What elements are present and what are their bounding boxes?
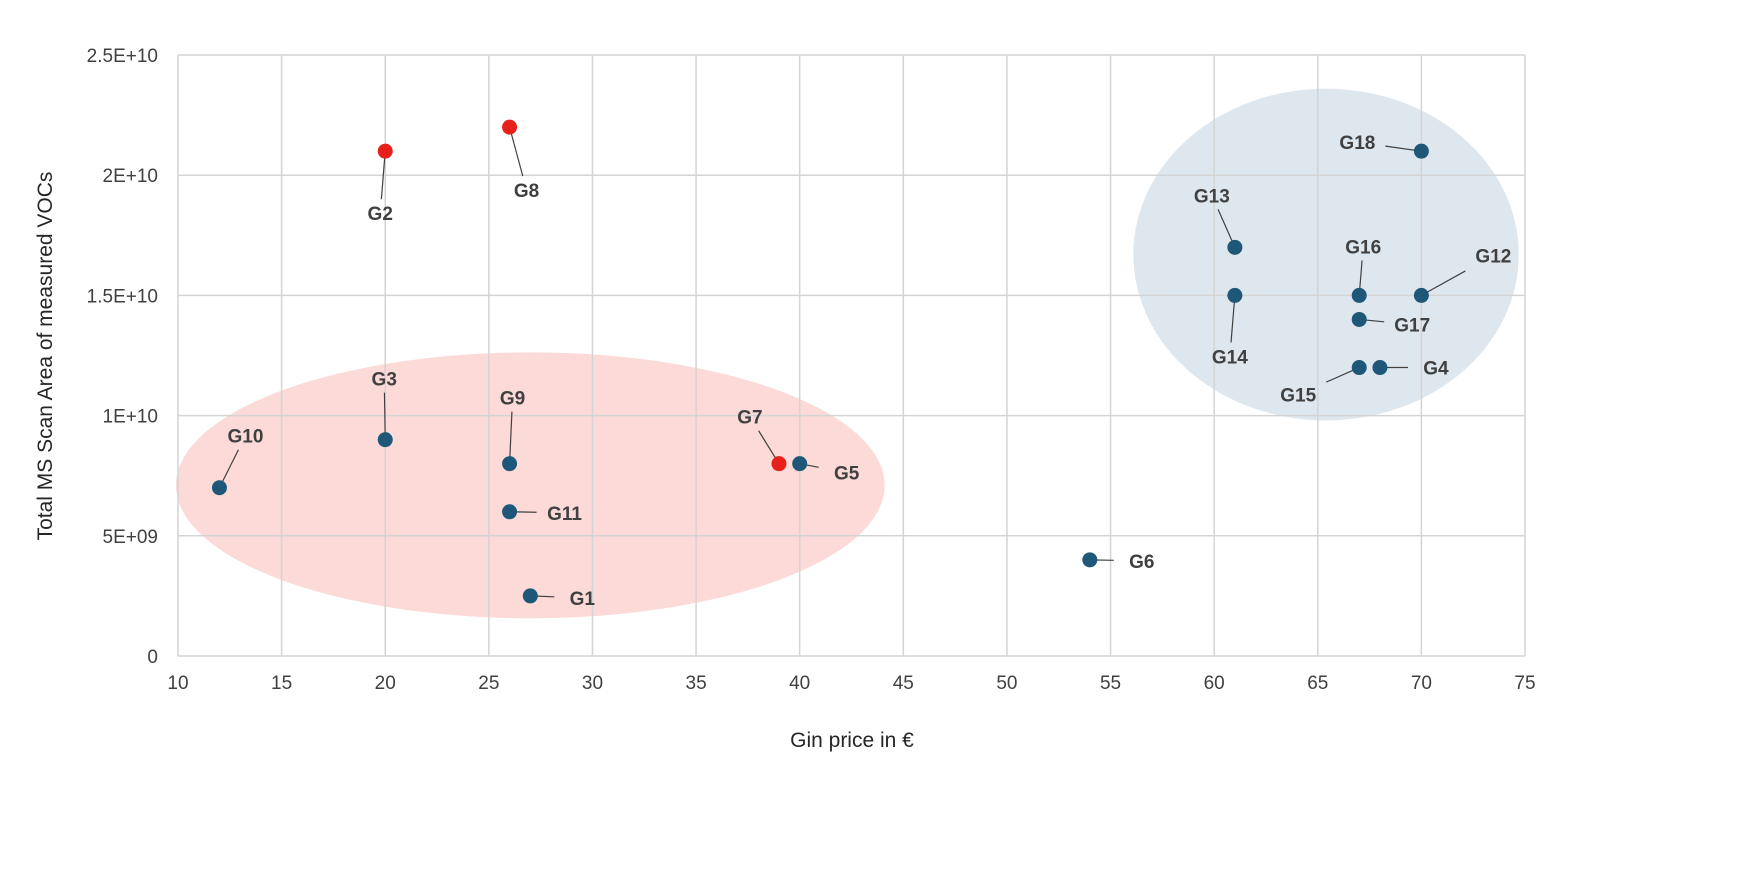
point-G5	[792, 456, 807, 471]
point-label-G12: G12	[1475, 246, 1511, 267]
x-tick-label: 20	[375, 673, 396, 694]
x-tick-label: 25	[478, 673, 499, 694]
high-price-cluster	[1133, 89, 1518, 421]
y-tick-label: 0	[147, 647, 158, 668]
x-tick-label: 50	[996, 673, 1017, 694]
x-tick-label: 65	[1307, 673, 1328, 694]
point-G4	[1372, 360, 1387, 375]
point-G7	[771, 456, 786, 471]
point-label-G16: G16	[1345, 237, 1381, 258]
point-label-G15: G15	[1280, 386, 1316, 407]
point-label-G14: G14	[1212, 347, 1248, 368]
point-G14	[1227, 288, 1242, 303]
y-tick-label: 2E+10	[103, 166, 158, 187]
point-G10	[212, 480, 227, 495]
point-label-G13: G13	[1194, 186, 1230, 207]
point-G3	[378, 432, 393, 447]
point-label-G5: G5	[834, 464, 860, 485]
x-tick-label: 10	[167, 673, 188, 694]
point-G9	[502, 456, 517, 471]
point-label-G11: G11	[547, 504, 582, 525]
x-tick-label: 60	[1204, 673, 1225, 694]
point-G1	[523, 588, 538, 603]
point-label-G4: G4	[1423, 359, 1449, 380]
x-tick-label: 30	[582, 673, 603, 694]
x-tick-label: 15	[271, 673, 292, 694]
point-G17	[1352, 312, 1367, 327]
x-tick-label: 75	[1514, 673, 1535, 694]
point-label-G18: G18	[1339, 133, 1375, 154]
point-G16	[1352, 288, 1367, 303]
y-axis-title: Total MS Scan Area of measured VOCs	[34, 172, 57, 541]
point-G18	[1414, 144, 1429, 159]
point-G11	[502, 504, 517, 519]
x-tick-label: 45	[893, 673, 914, 694]
x-tick-label: 40	[789, 673, 810, 694]
x-tick-label: 55	[1100, 673, 1121, 694]
point-G13	[1227, 240, 1242, 255]
x-tick-label: 70	[1411, 673, 1432, 694]
point-G15	[1352, 360, 1367, 375]
y-tick-label: 5E+09	[103, 527, 158, 548]
leader-line	[510, 127, 523, 176]
x-tick-label: 35	[686, 673, 707, 694]
point-label-G17: G17	[1394, 315, 1430, 336]
point-G6	[1082, 552, 1097, 567]
y-tick-label: 1E+10	[103, 407, 158, 428]
y-tick-label: 2.5E+10	[87, 46, 158, 67]
point-label-G8: G8	[514, 181, 539, 202]
point-label-G9: G9	[500, 389, 525, 410]
y-tick-label: 1.5E+10	[87, 286, 158, 307]
point-label-G7: G7	[737, 408, 762, 429]
point-label-G6: G6	[1129, 552, 1154, 573]
point-G8	[502, 120, 517, 135]
point-label-G1: G1	[570, 589, 596, 610]
point-label-G10: G10	[227, 427, 263, 448]
x-axis-title: Gin price in €	[790, 729, 914, 752]
point-label-G2: G2	[368, 204, 393, 225]
point-label-G3: G3	[372, 370, 397, 391]
point-G12	[1414, 288, 1429, 303]
point-G2	[378, 144, 393, 159]
